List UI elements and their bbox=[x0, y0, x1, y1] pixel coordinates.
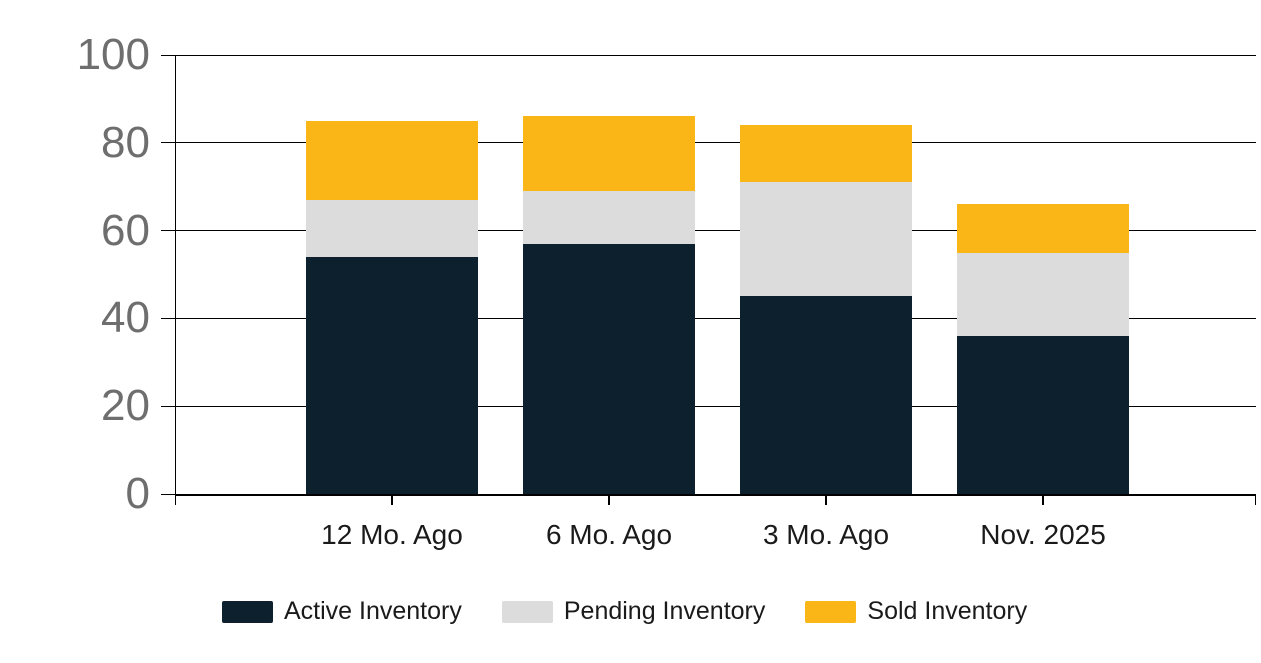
x-tick bbox=[391, 496, 393, 505]
x-tick-label: 12 Mo. Ago bbox=[321, 519, 463, 550]
bar-segment bbox=[523, 191, 695, 244]
bar-segment bbox=[523, 116, 695, 192]
y-tick-label: 60 bbox=[101, 205, 150, 255]
x-tick-label: 3 Mo. Ago bbox=[762, 519, 890, 550]
bar-segment bbox=[740, 182, 912, 297]
y-tick-label: 20 bbox=[101, 381, 150, 431]
legend-item: Sold Inventory bbox=[805, 597, 1027, 626]
bar-stack bbox=[306, 120, 478, 494]
y-tick bbox=[161, 493, 175, 495]
gridline bbox=[176, 317, 1256, 319]
legend: Active Inventory Pending Inventory Sold In… bbox=[222, 597, 1027, 626]
legend-swatch bbox=[501, 600, 553, 623]
bar-segment bbox=[740, 125, 912, 183]
legend-item: Pending Inventory bbox=[501, 597, 766, 626]
x-tick-label: Nov. 2025 bbox=[980, 519, 1106, 550]
bar-segment bbox=[523, 243, 695, 494]
y-tick bbox=[161, 405, 175, 407]
bar-segment bbox=[740, 296, 912, 494]
y-tick bbox=[161, 142, 175, 144]
bar-segment bbox=[957, 204, 1129, 253]
legend-label: Active Inventory bbox=[284, 597, 462, 625]
y-tick bbox=[161, 317, 175, 319]
plot-area: 12 Mo. Ago 6 Mo. Ago 3 Mo. Ago Nov. 2025 bbox=[161, 54, 1256, 550]
bar-segment bbox=[957, 252, 1129, 336]
gridline bbox=[176, 405, 1256, 407]
gridline bbox=[176, 142, 1256, 144]
y-axis-line bbox=[174, 55, 176, 496]
y-axis-labels: 0 20 40 60 80 100 bbox=[0, 33, 150, 516]
legend-label: Pending Inventory bbox=[563, 597, 766, 625]
x-tick-label: 6 Mo. Ago bbox=[545, 519, 673, 550]
legend-label: Sold Inventory bbox=[867, 597, 1028, 625]
y-tick-label: 0 bbox=[125, 469, 150, 518]
x-axis-line bbox=[174, 494, 1256, 496]
y-tick-label: 80 bbox=[101, 117, 150, 167]
x-tick bbox=[608, 496, 610, 505]
x-axis-end-tick bbox=[174, 496, 176, 505]
legend-swatch bbox=[805, 600, 857, 623]
bar-segment bbox=[306, 256, 478, 494]
gridline bbox=[176, 54, 1256, 56]
bar-segment bbox=[306, 120, 478, 200]
legend-swatch bbox=[222, 600, 273, 623]
bar-segment bbox=[957, 335, 1129, 494]
x-tick bbox=[825, 496, 827, 505]
x-axis-end-tick bbox=[1254, 496, 1256, 505]
bar-segment bbox=[306, 199, 478, 257]
bar-stack bbox=[523, 116, 695, 494]
y-tick bbox=[161, 54, 175, 56]
y-tick-label: 40 bbox=[101, 293, 150, 343]
bar-stack bbox=[740, 125, 912, 494]
gridline bbox=[176, 230, 1256, 232]
x-tick bbox=[1042, 496, 1044, 505]
y-tick-label: 100 bbox=[76, 30, 150, 79]
bar-stack bbox=[957, 204, 1129, 494]
y-tick bbox=[161, 230, 175, 232]
legend-item: Active Inventory bbox=[222, 597, 462, 626]
